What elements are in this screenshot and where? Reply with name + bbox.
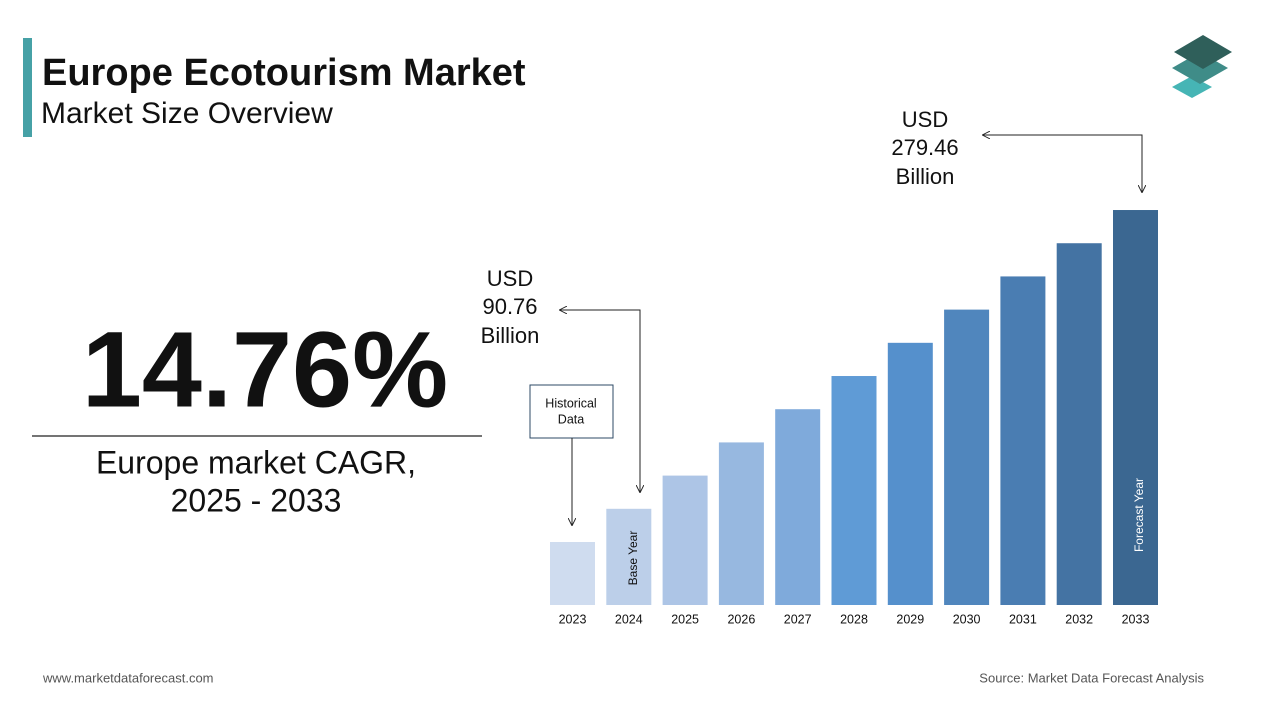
annotation: Base Year	[626, 531, 640, 586]
bar	[944, 309, 990, 605]
value-label-prefix: USD	[487, 266, 533, 291]
x-tick-label: 2026	[727, 612, 755, 626]
arrow	[560, 310, 640, 492]
value-label-suffix: Billion	[896, 164, 955, 189]
value-label-prefix: USD	[902, 107, 948, 132]
x-tick-label: 2025	[671, 612, 699, 626]
bar	[662, 475, 708, 605]
x-tick-label: 2031	[1009, 612, 1037, 626]
x-tick-label: 2024	[615, 612, 643, 626]
x-tick-label: 2032	[1065, 612, 1093, 626]
cagr-caption: 2025 - 2033	[171, 482, 342, 518]
annotation: Historical	[545, 396, 596, 410]
bar	[831, 376, 877, 605]
x-tick-label: 2030	[953, 612, 981, 626]
bar	[1056, 243, 1102, 605]
annotation: Forecast Year	[1132, 478, 1146, 552]
bar	[718, 442, 764, 605]
bar	[1000, 276, 1046, 605]
bars: 2023 2024 2025 2026 2027 2028 2029 2030 2031 2032…	[550, 210, 1158, 626]
title-accent	[23, 38, 32, 137]
footer-source: Source: Market Data Forecast Analysis	[979, 670, 1204, 685]
cagr-value: 14.76%	[82, 309, 448, 430]
title: Europe Ecotourism Market	[42, 52, 526, 94]
logo	[1172, 35, 1232, 98]
footer-website: www.marketdataforecast.com	[42, 670, 214, 685]
bar	[1113, 210, 1158, 605]
value-label-suffix: Billion	[481, 323, 540, 348]
value-label: 90.76	[482, 294, 537, 319]
subtitle: Market Size Overview	[41, 97, 333, 130]
bar	[887, 342, 933, 605]
annotation: Data	[558, 412, 584, 426]
arrow	[983, 135, 1142, 192]
x-tick-label: 2033	[1122, 612, 1150, 626]
x-tick-label: 2027	[784, 612, 812, 626]
bar	[606, 508, 652, 605]
x-tick-label: 2023	[559, 612, 587, 626]
bar	[775, 409, 821, 605]
x-tick-label: 2029	[896, 612, 924, 626]
x-tick-label: 2028	[840, 612, 868, 626]
cagr-caption: Europe market CAGR,	[96, 444, 416, 480]
bar	[550, 541, 595, 605]
value-label: 279.46	[891, 135, 958, 160]
